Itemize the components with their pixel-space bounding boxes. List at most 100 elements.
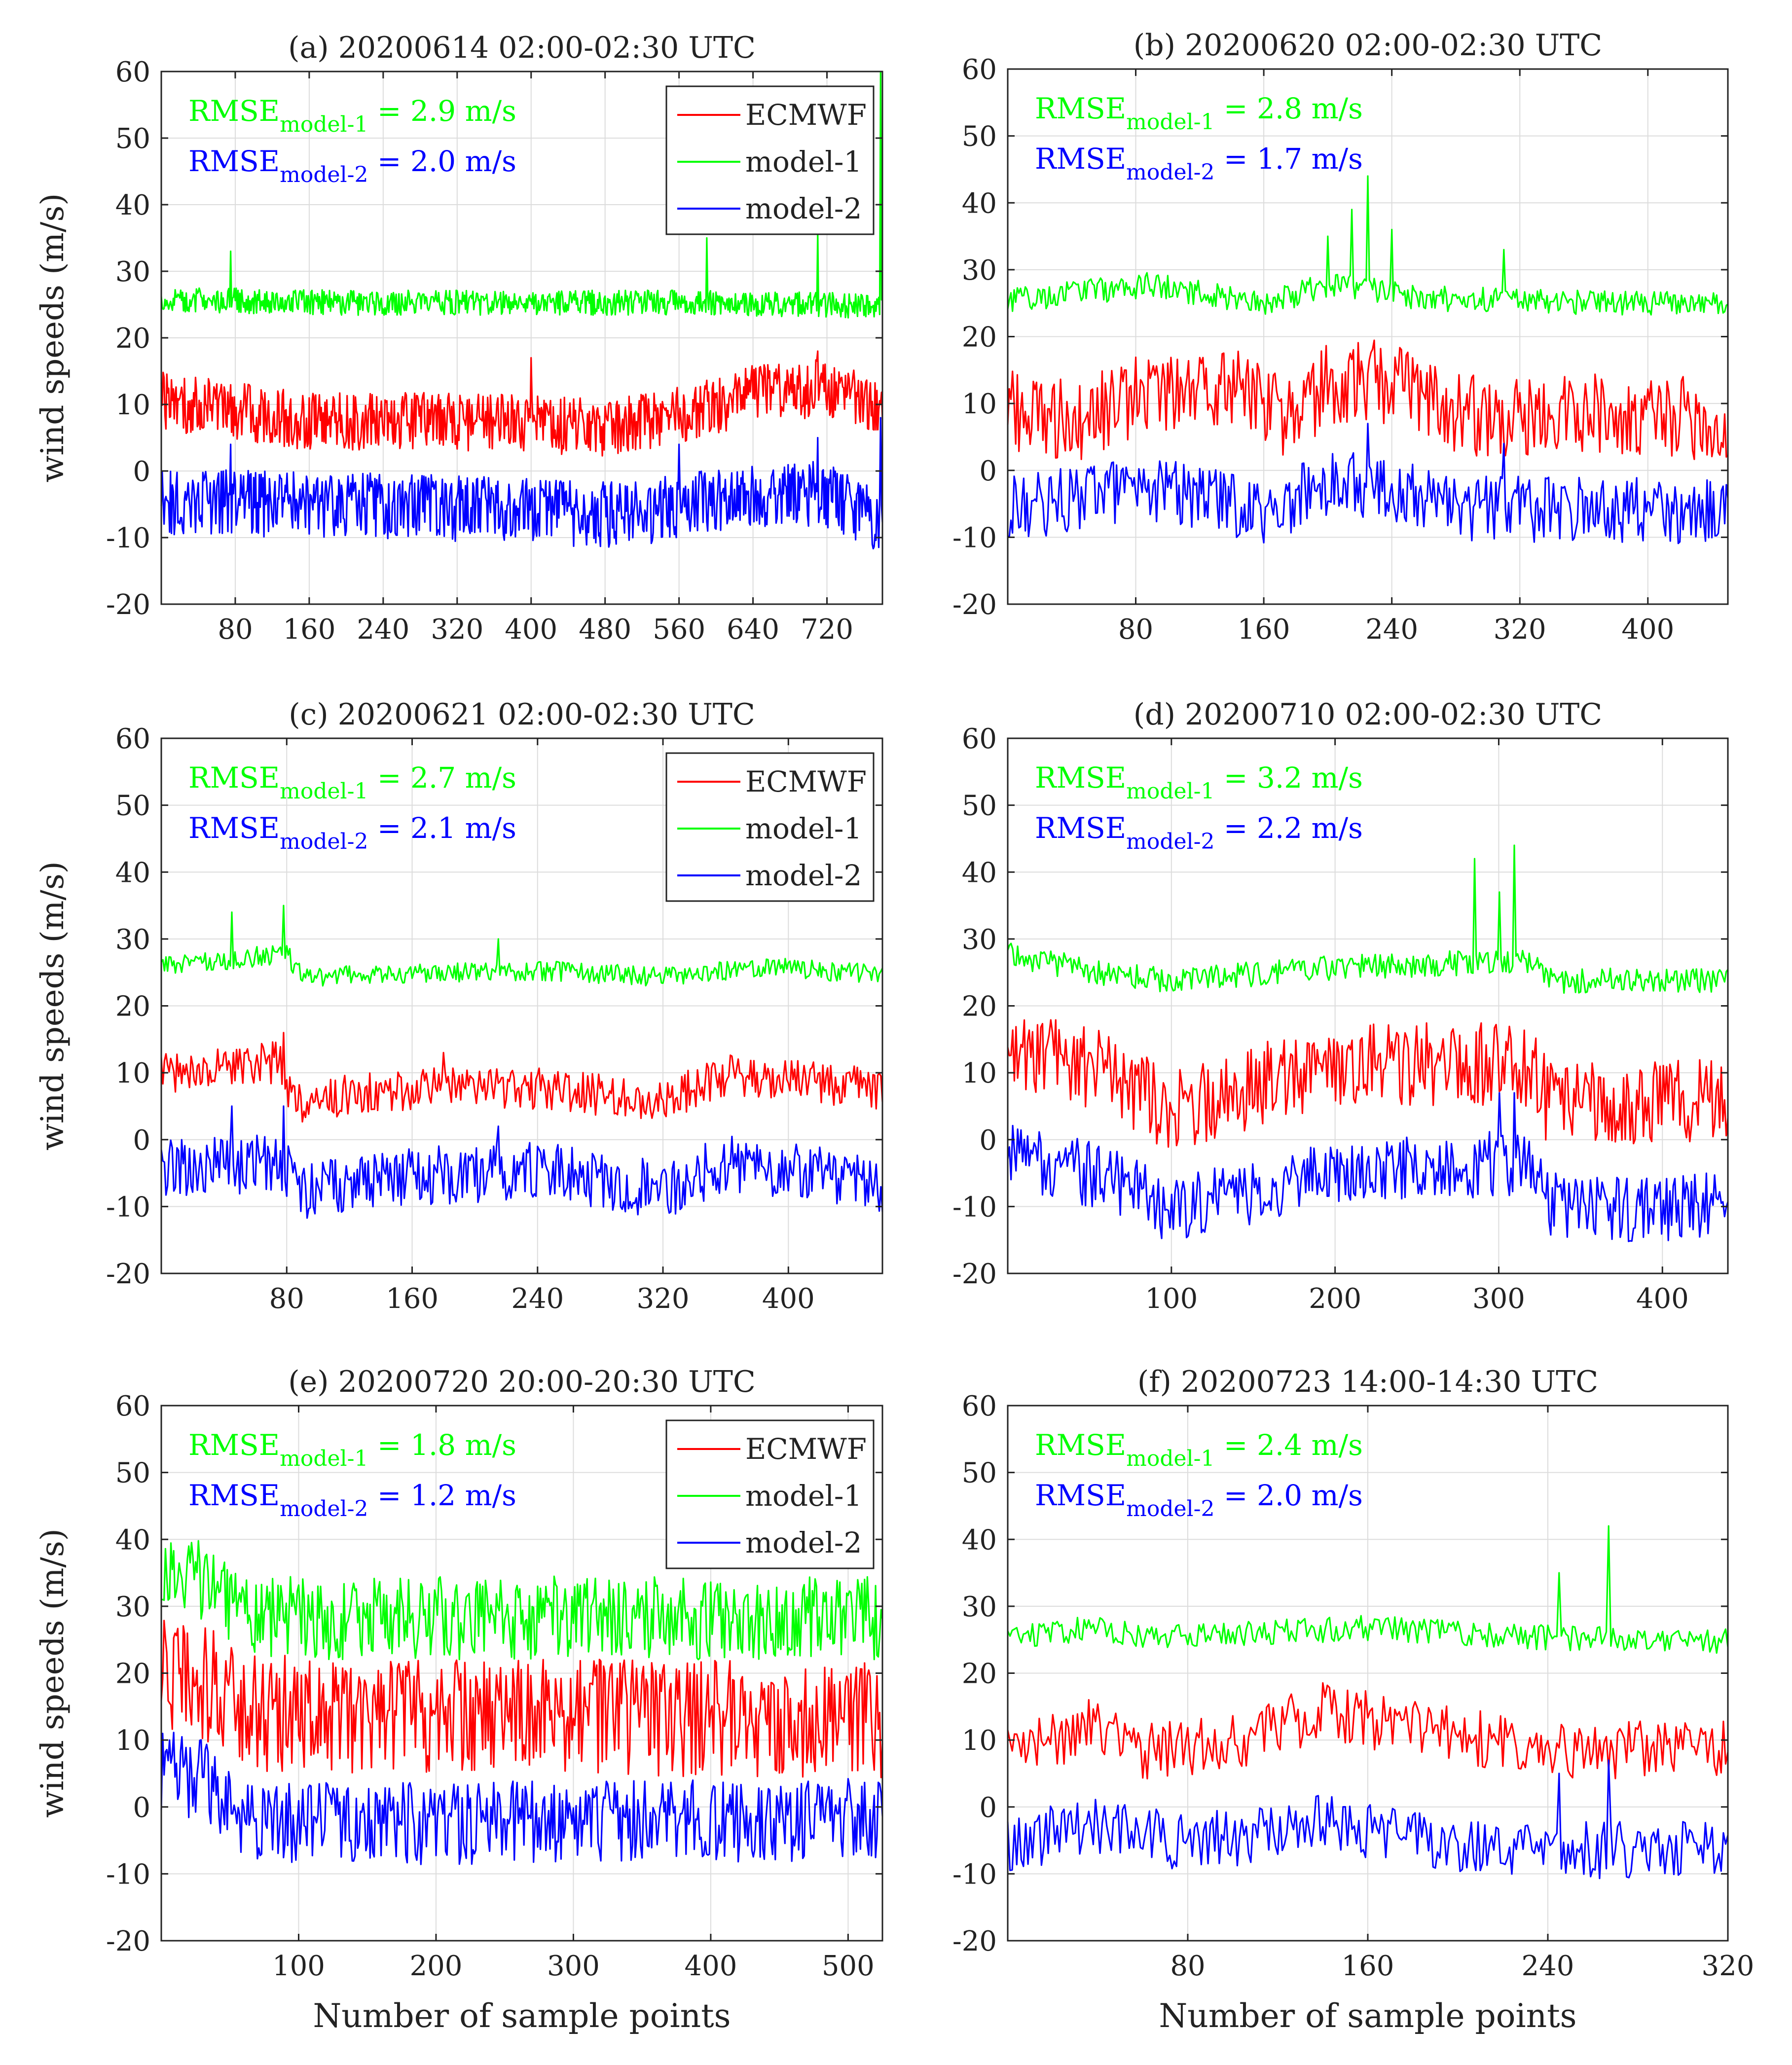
y-tick-label: -20 <box>106 1925 150 1957</box>
legend-label: ECMWF <box>745 1432 867 1466</box>
panel-title: (e) 20200720 20:00-20:30 UTC <box>288 1365 756 1399</box>
y-tick-label: 50 <box>962 1457 997 1489</box>
series-line-ecmwf <box>160 1032 883 1123</box>
rmse-annotation: RMSEmodel-1 = 1.8 m/s <box>188 1428 516 1471</box>
series-line-model-1 <box>161 1540 883 1661</box>
y-tick-label: 10 <box>962 1725 997 1757</box>
y-tick-label: 40 <box>962 1524 997 1556</box>
y-tick-label: 30 <box>115 256 150 288</box>
series-line-model-2 <box>160 1732 883 1865</box>
legend-label: model-2 <box>745 859 862 892</box>
rmse-annotation: RMSEmodel-1 = 2.4 m/s <box>1035 1428 1363 1471</box>
series-line-ecmwf <box>160 1620 883 1778</box>
y-tick-label: 0 <box>979 1792 997 1824</box>
rmse-annotation: RMSEmodel-1 = 2.9 m/s <box>188 94 516 137</box>
y-tick-label: 60 <box>115 1390 150 1422</box>
y-tick-label: -10 <box>106 1191 150 1223</box>
panel-title: (f) 20200723 14:00-14:30 UTC <box>1137 1365 1598 1399</box>
rmse-annotation: RMSEmodel-2 = 1.2 m/s <box>188 1479 516 1522</box>
y-tick-label: 40 <box>115 189 150 221</box>
legend-label: ECMWF <box>745 98 867 132</box>
y-tick-label: 30 <box>962 1591 997 1623</box>
rmse-annotation: RMSEmodel-2 = 2.2 m/s <box>1035 811 1363 854</box>
series-line-model-1 <box>1007 175 1728 316</box>
x-tick-label: 320 <box>431 614 483 646</box>
x-axis-label: Number of sample points <box>1159 1997 1576 2035</box>
y-tick-label: -20 <box>952 1925 997 1957</box>
y-tick-label: 10 <box>962 388 997 420</box>
y-tick-label: 10 <box>115 389 150 421</box>
legend: ECMWF model-1 model-2 <box>665 85 875 235</box>
x-tick-label: 320 <box>1494 614 1546 646</box>
y-tick-label: 60 <box>962 723 997 755</box>
series-line-model-1 <box>1007 844 1729 994</box>
y-tick-label: 50 <box>115 1457 150 1489</box>
legend: ECMWF model-1 model-2 <box>665 752 875 902</box>
x-tick-label: 240 <box>511 1283 564 1315</box>
y-tick-label: 60 <box>115 56 150 88</box>
x-tick-label: 320 <box>1702 1950 1755 1982</box>
series-line-model-1 <box>160 905 883 987</box>
x-tick-label: 80 <box>269 1283 304 1315</box>
x-tick-label: 300 <box>1472 1283 1525 1315</box>
panel-a: -20 -10 0 10 20 30 40 50 60 80 160 240 320 400 480 560 6… <box>35 31 883 646</box>
x-tick-label: 720 <box>801 614 853 646</box>
panel-title: (a) 20200614 02:00-02:30 UTC <box>288 31 756 65</box>
y-tick-label: 10 <box>962 1057 997 1089</box>
x-tick-label: 400 <box>1636 1283 1689 1315</box>
x-tick-label: 500 <box>822 1950 875 1982</box>
series-line-model-2 <box>1007 1759 1729 1880</box>
y-tick-label: 0 <box>133 456 150 488</box>
x-axis-label: Number of sample points <box>313 1997 731 2035</box>
y-tick-label: 10 <box>115 1725 150 1757</box>
x-tick-label: 200 <box>1309 1283 1361 1315</box>
y-tick-label: 0 <box>979 455 997 487</box>
y-tick-label: 20 <box>115 1658 150 1690</box>
x-tick-label: 240 <box>1522 1950 1574 1982</box>
series-line-model-2 <box>160 417 883 549</box>
y-tick-label: -20 <box>106 1258 150 1290</box>
series-line-model-1 <box>160 71 883 319</box>
x-tick-label: 560 <box>653 614 705 646</box>
rmse-annotation: RMSEmodel-2 = 1.7 m/s <box>1035 142 1363 185</box>
y-tick-label: 20 <box>962 1658 997 1690</box>
panel-b: -20 -10 0 10 20 30 40 50 60 80 160 240 320 400 (b) 202… <box>952 28 1729 646</box>
y-tick-label: -20 <box>952 1258 997 1290</box>
x-tick-label: 400 <box>505 614 557 646</box>
y-tick-label: 50 <box>115 790 150 822</box>
y-tick-label: 10 <box>115 1057 150 1089</box>
series-line-model-2 <box>1007 423 1729 544</box>
series-line-ecmwf <box>160 350 883 457</box>
y-tick-label: 40 <box>962 857 997 889</box>
x-tick-label: 160 <box>283 614 335 646</box>
panel-d: -20 -10 0 10 20 30 40 50 60 100 200 300 400 (d) 20200… <box>952 697 1729 1315</box>
panel-title: (b) 20200620 02:00-02:30 UTC <box>1134 28 1602 63</box>
y-tick-label: 30 <box>115 924 150 956</box>
x-tick-label: 80 <box>1170 1950 1205 1982</box>
y-tick-label: 20 <box>115 991 150 1023</box>
y-axis-label: wind speeds (m/s) <box>35 193 71 483</box>
x-tick-label: 80 <box>218 614 253 646</box>
rmse-annotation: RMSEmodel-2 = 2.0 m/s <box>1035 1479 1363 1522</box>
y-tick-label: 50 <box>962 790 997 822</box>
rmse-annotation: RMSEmodel-1 = 3.2 m/s <box>1035 761 1363 804</box>
y-axis-label: wind speeds (m/s) <box>35 1528 71 1818</box>
y-tick-label: 40 <box>115 1524 150 1556</box>
x-tick-label: 80 <box>1118 614 1153 646</box>
x-tick-label: 160 <box>386 1283 439 1315</box>
x-tick-label: 400 <box>1621 614 1674 646</box>
rmse-annotation: RMSEmodel-2 = 2.0 m/s <box>188 145 516 187</box>
x-tick-label: 300 <box>547 1950 600 1982</box>
series-line-model-2 <box>160 1105 883 1219</box>
series-line-model-1 <box>1007 1525 1729 1654</box>
y-tick-label: 40 <box>962 187 997 219</box>
rmse-annotation: RMSEmodel-1 = 2.8 m/s <box>1035 92 1363 135</box>
y-tick-label: 50 <box>962 121 997 153</box>
y-axis-label: wind speeds (m/s) <box>35 861 71 1151</box>
y-tick-label: 50 <box>115 123 150 155</box>
series-line-ecmwf <box>1007 1682 1729 1779</box>
x-tick-label: 240 <box>1365 614 1418 646</box>
y-tick-label: 20 <box>115 323 150 355</box>
legend-box <box>665 85 875 235</box>
